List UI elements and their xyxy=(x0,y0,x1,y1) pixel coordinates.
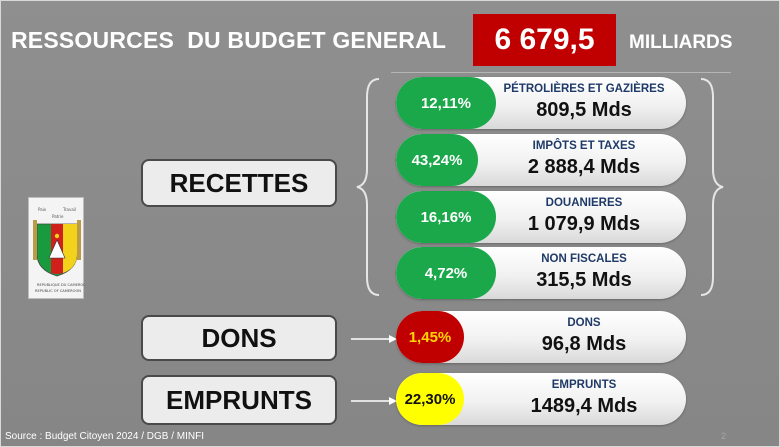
svg-text:REPUBLIC OF CAMEROON: REPUBLIC OF CAMEROON xyxy=(35,289,81,293)
item-caption: DONS xyxy=(567,317,601,329)
recettes-box: RECETTES xyxy=(141,159,337,207)
recette-item-impots: 43,24% IMPÔTS ET TAXES 2 888,4 Mds xyxy=(396,134,686,186)
coat-of-arms-emblem: Paix Travail Patrie REPUBLIQUE DU CAMERO… xyxy=(28,197,89,299)
item-amount: 1 079,9 Mds xyxy=(527,213,641,235)
recette-item-non-fiscales: 4,72% NON FISCALES 315,5 Mds xyxy=(396,247,686,299)
item-caption: IMPÔTS ET TAXES xyxy=(532,140,636,152)
emprunts-box: EMPRUNTS xyxy=(141,375,337,425)
item-caption: PÉTROLIÈRES ET GAZIÈRES xyxy=(503,83,665,95)
left-brace xyxy=(356,78,380,296)
item-amount: 2 888,4 Mds xyxy=(527,156,641,178)
right-brace xyxy=(700,78,724,296)
total-unit-label: MILLIARDS xyxy=(629,32,733,53)
header-divider xyxy=(391,72,731,73)
item-caption: NON FISCALES xyxy=(541,253,627,265)
percent-badge: 4,72% xyxy=(396,247,496,299)
percent-badge: 22,30% xyxy=(396,373,464,425)
source-note: Source : Budget Citoyen 2024 / DGB / MIN… xyxy=(5,431,204,442)
dons-item: 1,45% DONS 96,8 Mds xyxy=(396,311,686,363)
recette-item-petrolieres: 12,11% PÉTROLIÈRES ET GAZIÈRES 809,5 Mds xyxy=(396,77,686,129)
svg-text:Patrie: Patrie xyxy=(52,214,64,219)
item-amount: 96,8 Mds xyxy=(541,333,627,355)
percent-badge: 1,45% xyxy=(396,311,464,363)
svg-text:Paix: Paix xyxy=(38,207,47,212)
item-caption: DOUANIERES xyxy=(545,197,623,209)
percent-badge: 16,16% xyxy=(396,191,496,243)
emprunts-arrow-icon xyxy=(351,397,397,405)
item-amount: 1489,4 Mds xyxy=(530,395,638,417)
percent-badge: 12,11% xyxy=(396,77,496,129)
svg-text:Travail: Travail xyxy=(62,207,76,212)
item-amount: 315,5 Mds xyxy=(536,269,632,291)
dons-box: DONS xyxy=(141,315,337,361)
emprunts-item: 22,30% EMPRUNTS 1489,4 Mds xyxy=(396,373,686,425)
dons-arrow-icon xyxy=(351,335,397,343)
recette-item-douanieres: 16,16% DOUANIERES 1 079,9 Mds xyxy=(396,191,686,243)
svg-text:REPUBLIQUE DU CAMEROUN: REPUBLIQUE DU CAMEROUN xyxy=(37,283,85,287)
total-amount-badge: 6 679,5 xyxy=(473,14,616,66)
percent-badge: 43,24% xyxy=(396,134,478,186)
page-number: 2 xyxy=(721,431,727,441)
item-amount: 809,5 Mds xyxy=(536,99,632,121)
page-title: RESSOURCES DU BUDGET GENERAL xyxy=(11,27,447,53)
item-caption: EMPRUNTS xyxy=(551,379,617,391)
